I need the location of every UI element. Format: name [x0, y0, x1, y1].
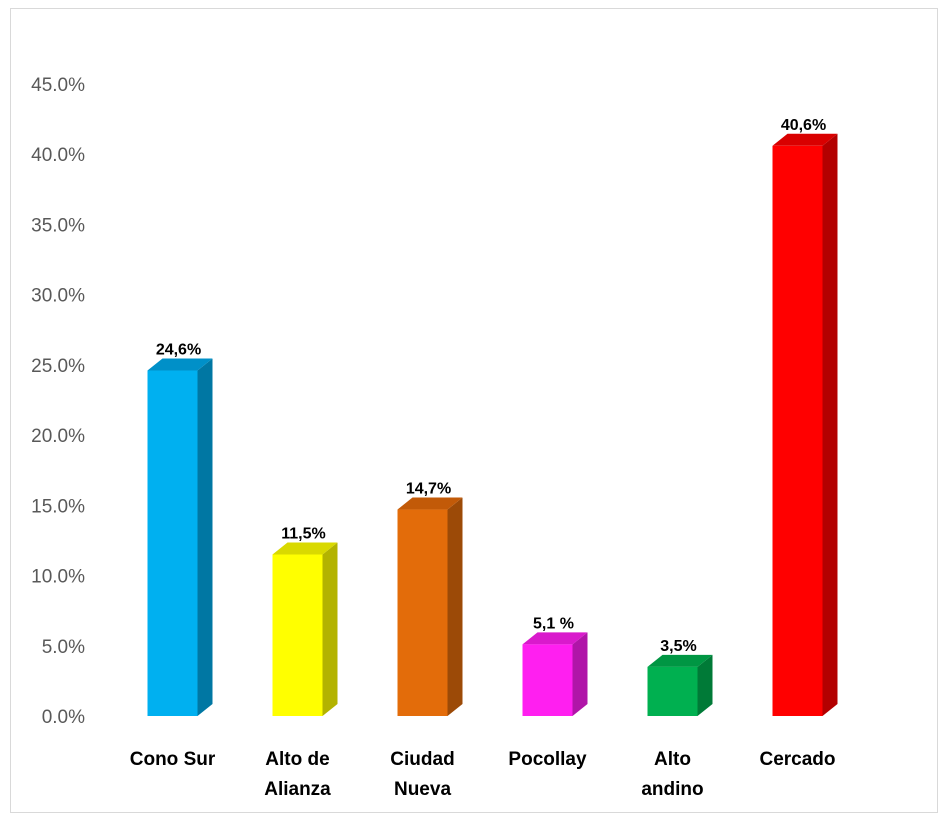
- bar: [647, 666, 698, 716]
- x-axis: Cono Sur Alto de Alianza Ciudad Nueva Pocolla…: [130, 749, 836, 800]
- category-label: Alto: [654, 749, 691, 770]
- bar: [397, 509, 448, 716]
- category-label: andino: [641, 779, 703, 800]
- data-label: 3,5%: [660, 638, 696, 655]
- data-label: 5,1 %: [533, 615, 574, 632]
- bar-top: [772, 133, 838, 146]
- bar-group: 24,6%: [147, 342, 213, 716]
- category-label: Cono Sur: [130, 749, 216, 770]
- bar-side: [697, 654, 713, 716]
- category-label: Cercado: [759, 749, 835, 770]
- bar-top: [147, 358, 213, 371]
- bar-side: [447, 497, 463, 716]
- bar-group: 40,6%: [772, 117, 838, 717]
- y-tick-label: 10.0%: [31, 567, 85, 588]
- y-tick-label: 0.0%: [42, 707, 85, 728]
- category-label: Ciudad: [390, 749, 454, 770]
- bar-group: 11,5%: [272, 525, 338, 716]
- bar-side: [322, 542, 338, 716]
- bar-group: 5,1 %: [522, 615, 588, 716]
- bar-side: [822, 133, 838, 717]
- chart-frame: 0.0% 5.0% 10.0% 15.0% 20.0% 25.0% 30.0% 35.0% 40…: [10, 8, 938, 813]
- bar-side: [197, 358, 213, 716]
- category-label: Pocollay: [508, 749, 587, 770]
- category-label: Nueva: [394, 779, 451, 800]
- data-label: 40,6%: [781, 117, 826, 134]
- bar-group: 14,7%: [397, 481, 463, 716]
- y-tick-label: 45.0%: [31, 75, 85, 96]
- bar: [147, 370, 198, 716]
- y-tick-label: 30.0%: [31, 286, 85, 307]
- bar-top: [397, 497, 463, 510]
- y-axis: 0.0% 5.0% 10.0% 15.0% 20.0% 25.0% 30.0% 35.0% 40…: [31, 75, 85, 728]
- bar: [772, 145, 823, 717]
- category-label: Alianza: [264, 779, 331, 800]
- bar-chart: 0.0% 5.0% 10.0% 15.0% 20.0% 25.0% 30.0% 35.0% 40…: [31, 75, 838, 800]
- bar-group: 3,5%: [647, 638, 713, 716]
- category-label: Alto de: [265, 749, 329, 770]
- y-tick-label: 5.0%: [42, 637, 85, 658]
- y-tick-label: 20.0%: [31, 426, 85, 447]
- bar: [272, 554, 323, 716]
- data-label: 14,7%: [406, 481, 451, 498]
- data-label: 11,5%: [281, 525, 325, 542]
- y-tick-label: 25.0%: [31, 356, 85, 377]
- bar-top: [647, 654, 713, 667]
- y-tick-label: 15.0%: [31, 496, 85, 517]
- bar-top: [272, 542, 338, 555]
- y-tick-label: 35.0%: [31, 215, 85, 236]
- bar-top: [522, 632, 588, 645]
- bar: [522, 644, 573, 716]
- data-label: 24,6%: [156, 342, 201, 359]
- bars: 24,6% 11,5% 14,7% 5,1 % 3,5% 40,6%: [147, 117, 838, 717]
- y-tick-label: 40.0%: [31, 145, 85, 166]
- bar-side: [572, 632, 588, 716]
